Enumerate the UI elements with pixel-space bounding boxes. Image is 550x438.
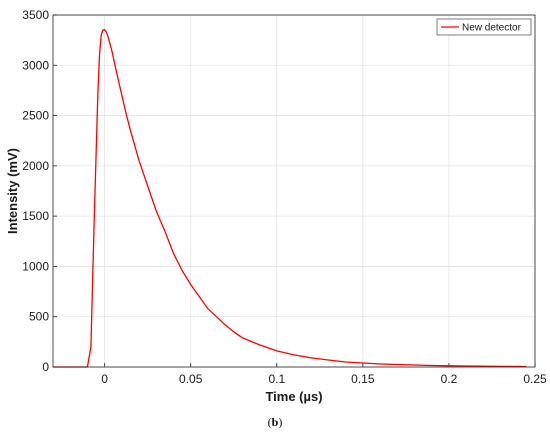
y-tick-label: 3000 xyxy=(22,58,49,72)
y-tick-label: 2500 xyxy=(22,109,49,123)
figure-caption: (b) xyxy=(267,415,283,429)
y-tick-label: 2000 xyxy=(22,159,49,173)
plot-frame xyxy=(52,14,536,368)
x-tick-label: 0.25 xyxy=(523,372,547,386)
x-tick-label: 0.2 xyxy=(441,372,458,386)
x-axis-label: Time (µs) xyxy=(265,389,322,404)
plot-area xyxy=(53,15,535,367)
legend-label-new-detector: New detector xyxy=(462,23,522,34)
x-tick-label: 0.15 xyxy=(351,372,375,386)
series-line-0 xyxy=(53,28,527,368)
x-tick-label: 0 xyxy=(101,372,108,386)
y-tick-label: 3500 xyxy=(22,8,49,22)
series-group xyxy=(53,28,527,368)
y-tick-label: 1000 xyxy=(22,259,49,273)
y-tick-label: 0 xyxy=(42,360,49,374)
x-tick-label: 0.1 xyxy=(268,372,285,386)
x-tick-label: 0.05 xyxy=(179,372,203,386)
tick-labels: 0 0.05 0.1 0.15 0.2 0.25 0 500 1000 1500 2000 2500 3… xyxy=(22,8,547,386)
y-tick-label: 1500 xyxy=(22,209,49,223)
y-axis-label: Intensity (mV) xyxy=(5,148,20,234)
legend: New detector xyxy=(436,18,532,36)
y-tick-label: 500 xyxy=(29,310,49,324)
legend-box xyxy=(436,18,532,36)
